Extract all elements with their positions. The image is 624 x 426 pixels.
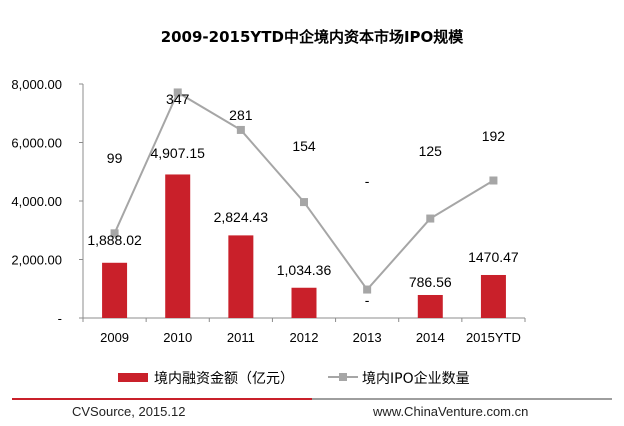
line-value-label: 154 <box>292 138 316 154</box>
line-value-label: 99 <box>107 150 123 166</box>
chart-title: 2009-2015YTD中企境内资本市场IPO规模 <box>161 28 465 46</box>
chart-axes: - 2,000.00 4,000.00 6,000.00 8,000.00 2009 201… <box>11 77 526 345</box>
y-tick-label: 8,000.00 <box>11 77 62 92</box>
line-value-label: 125 <box>419 143 443 159</box>
legend: 境内融资金额（亿元） 境内IPO企业数量 <box>118 370 470 387</box>
line-marker-2011 <box>236 125 245 134</box>
legend-bar-swatch <box>118 373 148 382</box>
bar-2009 <box>102 262 128 318</box>
bar-value-label: 786.56 <box>409 274 452 290</box>
line-series <box>110 88 498 294</box>
line-value-label: 192 <box>482 128 506 144</box>
bar-value-label: 4,907.15 <box>150 145 205 161</box>
y-tick-label: - <box>58 311 62 326</box>
line-value-label: 281 <box>229 107 253 123</box>
x-tick-label: 2015YTD <box>466 330 521 345</box>
x-tick-label: 2014 <box>416 330 445 345</box>
source-note: CVSource, 2015.12 <box>72 404 186 419</box>
y-tick-label: 4,000.00 <box>11 194 62 209</box>
x-tick-label: 2011 <box>227 330 255 345</box>
x-tick-label: 2013 <box>353 330 382 345</box>
bar-value-label: - <box>365 292 370 308</box>
bar-series <box>102 174 506 318</box>
legend-line-marker <box>339 373 347 381</box>
line-marker-2009 <box>110 229 119 238</box>
bar-value-label: 1470.47 <box>468 249 519 265</box>
footer-accent-rule <box>12 398 312 400</box>
bar-2010 <box>165 174 191 318</box>
line-marker-2015YTD <box>489 176 498 185</box>
line-marker-2013 <box>363 285 372 294</box>
bar-2011 <box>228 235 254 318</box>
y-tick-label: 6,000.00 <box>11 136 62 151</box>
bar-2012 <box>291 287 317 318</box>
data-labels: 1,888.02 4,907.15 2,824.43 1,034.36 - 786.56 1… <box>87 91 519 308</box>
legend-line-label: 境内IPO企业数量 <box>362 370 470 387</box>
line-marker-2010 <box>173 88 182 97</box>
footer-grey-rule <box>312 398 612 400</box>
line-marker-2012 <box>300 198 308 207</box>
line-value-label: - <box>365 173 370 189</box>
bar-2015YTD <box>480 274 506 318</box>
bar-value-label: 1,888.02 <box>87 232 142 248</box>
line-value-label: 347 <box>166 91 190 107</box>
bar-2014 <box>417 294 443 318</box>
bar-value-label: 2,824.43 <box>214 209 269 225</box>
x-tick-label: 2012 <box>290 330 319 345</box>
website-link[interactable]: www.ChinaVenture.com.cn <box>373 404 529 419</box>
legend-bar-label: 境内融资金额（亿元） <box>154 371 294 387</box>
x-tick-label: 2009 <box>100 330 129 345</box>
line-marker-2014 <box>426 214 435 223</box>
x-tick-label: 2010 <box>163 330 192 345</box>
y-tick-label: 2,000.00 <box>11 253 62 268</box>
bar-value-label: 1,034.36 <box>277 262 332 278</box>
